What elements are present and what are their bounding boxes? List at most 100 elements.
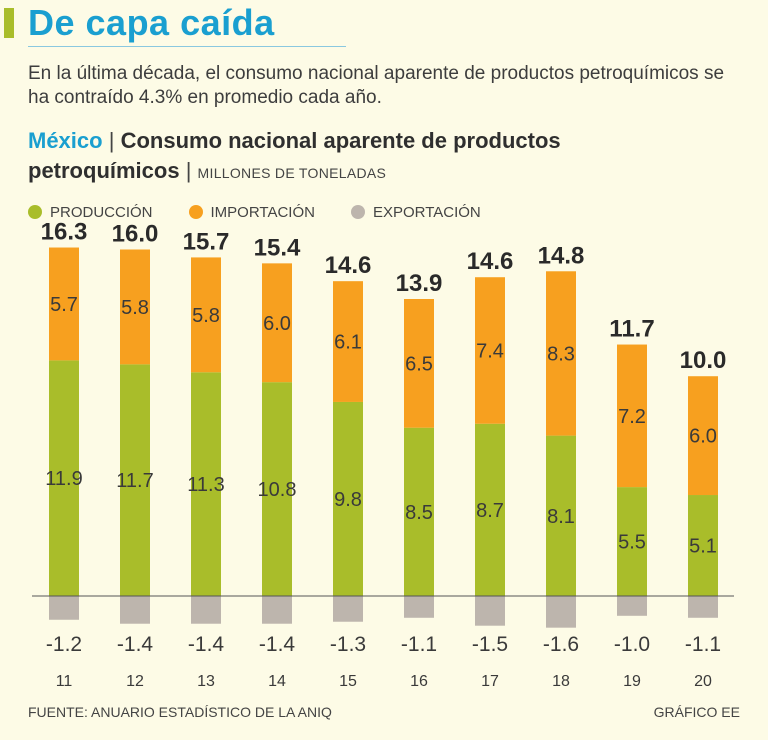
bar-exportacion-20 [688, 596, 718, 618]
label-total-17: 14.6 [467, 248, 514, 275]
bar-exportacion-18 [546, 596, 576, 628]
legend-swatch-importacion [188, 205, 203, 219]
bar-exportacion-16 [404, 596, 434, 618]
label-total-15: 14.6 [325, 252, 372, 279]
label-exportacion-20: -1.1 [685, 633, 721, 656]
bar-produccion-17 [475, 423, 505, 596]
chart-legend: PRODUCCIÓN IMPORTACIÓN EXPORTACIÓN [28, 200, 517, 224]
label-exportacion-14: -1.4 [259, 633, 296, 656]
source-note: FUENTE: ANUARIO ESTADÍSTICO DE LA ANIQ [28, 704, 332, 720]
legend-item-importacion: IMPORTACIÓN [188, 203, 315, 221]
bar-importacion-20 [688, 376, 718, 496]
label-total-12: 16.0 [112, 221, 159, 248]
bar-importacion-17 [475, 277, 505, 424]
tick-label-19: 19 [623, 673, 641, 690]
legend-label-exportacion: EXPORTACIÓN [372, 203, 481, 221]
bar-exportacion-14 [262, 596, 292, 624]
bar-produccion-16 [404, 427, 434, 596]
bar-produccion-12 [120, 364, 150, 596]
label-produccion-13: 11.3 [187, 474, 224, 496]
legend-item-exportacion: EXPORTACIÓN [350, 203, 481, 221]
bar-produccion-19 [617, 487, 647, 596]
bar-importacion-13 [191, 257, 221, 373]
legend-label-importacion: IMPORTACIÓN [210, 203, 315, 221]
label-produccion-12: 11.7 [116, 470, 153, 492]
tick-label-11: 11 [56, 673, 73, 690]
chart-heading-line1: Consumo nacional aparente de productos [120, 128, 561, 153]
tick-label-12: 12 [126, 673, 144, 690]
tick-label-15: 15 [339, 673, 357, 690]
label-total-18: 14.8 [538, 242, 585, 269]
label-total-19: 11.7 [609, 316, 654, 343]
bar-exportacion-13 [191, 596, 221, 624]
bar-produccion-15 [333, 401, 363, 596]
bar-produccion-18 [546, 435, 576, 596]
tick-label-13: 13 [197, 673, 215, 690]
label-exportacion-17: -1.5 [472, 633, 508, 656]
bar-exportacion-15 [333, 596, 363, 622]
label-importacion-12: 5.8 [121, 297, 149, 319]
chart-heading: México | Consumo nacional aparente de pr… [28, 126, 748, 188]
label-produccion-15: 9.8 [334, 489, 362, 511]
label-produccion-16: 8.5 [405, 502, 433, 524]
chart-country: México [28, 128, 103, 153]
graphic-credit: GRÁFICO EE [653, 704, 740, 720]
label-importacion-18: 8.3 [547, 343, 575, 365]
label-exportacion-15: -1.3 [330, 633, 366, 656]
tick-label-14: 14 [268, 673, 286, 690]
page-title: De capa caída [28, 2, 275, 43]
label-total-11: 16.3 [41, 219, 88, 246]
bar-importacion-12 [120, 249, 150, 365]
bar-exportacion-11 [49, 596, 79, 620]
bar-produccion-13 [191, 372, 221, 596]
legend-item-produccion: PRODUCCIÓN [28, 204, 153, 221]
bar-produccion-20 [688, 495, 718, 596]
label-importacion-19: 7.2 [618, 406, 646, 428]
bar-importacion-16 [404, 299, 434, 428]
label-importacion-13: 5.8 [192, 305, 220, 327]
legend-swatch-produccion [28, 205, 42, 219]
label-produccion-17: 8.7 [476, 500, 504, 522]
label-produccion-11: 11.9 [45, 468, 82, 490]
label-importacion-16: 6.5 [405, 353, 433, 375]
label-importacion-20: 6.0 [689, 426, 717, 448]
bar-importacion-11 [49, 247, 79, 361]
bar-exportacion-17 [475, 596, 505, 626]
tick-label-16: 16 [410, 673, 428, 690]
label-total-13: 15.7 [183, 228, 230, 255]
bar-importacion-18 [546, 271, 576, 436]
bar-importacion-15 [333, 281, 363, 402]
legend-label-produccion: PRODUCCIÓN [50, 203, 153, 221]
label-exportacion-19: -1.0 [614, 633, 650, 656]
tick-label-18: 18 [552, 673, 570, 690]
legend-swatch-exportacion [350, 205, 365, 219]
tick-label-17: 17 [481, 673, 499, 690]
label-total-20: 10.0 [680, 347, 727, 374]
page-subtitle: En la última década, el consumo nacional… [28, 63, 725, 108]
bar-importacion-19 [617, 344, 647, 488]
title-divider [28, 46, 346, 47]
label-importacion-14: 6.0 [263, 313, 291, 335]
label-importacion-17: 7.4 [476, 340, 504, 362]
bar-importacion-14 [262, 263, 292, 383]
title-accent-bar [4, 8, 14, 38]
label-produccion-19: 5.5 [618, 532, 646, 554]
consumption-bar-chart: 11.9 5.7 16.3 -1.2 11 11.7 5.8 16.0 -1.4 12 11.3 5.… [32, 219, 734, 690]
chart-heading-separator-2: | [185, 158, 192, 183]
label-exportacion-12: -1.4 [117, 633, 154, 656]
label-exportacion-11: -1.2 [46, 633, 82, 656]
label-produccion-20: 5.1 [689, 536, 717, 558]
chart-heading-separator: | [108, 128, 115, 153]
label-produccion-14: 10.8 [258, 479, 297, 501]
bar-exportacion-19 [617, 596, 647, 616]
tick-label-20: 20 [694, 673, 712, 690]
label-exportacion-16: -1.1 [401, 633, 437, 656]
label-importacion-15: 6.1 [334, 332, 362, 354]
label-exportacion-18: -1.6 [543, 633, 579, 656]
label-importacion-11: 5.7 [50, 294, 78, 316]
label-total-16: 13.9 [396, 270, 443, 297]
label-produccion-18: 8.1 [547, 506, 575, 528]
label-exportacion-13: -1.4 [188, 633, 225, 656]
chart-units: MILLONES DE TONELADAS [197, 165, 387, 181]
chart-heading-line2: petroquímicos [28, 158, 180, 183]
